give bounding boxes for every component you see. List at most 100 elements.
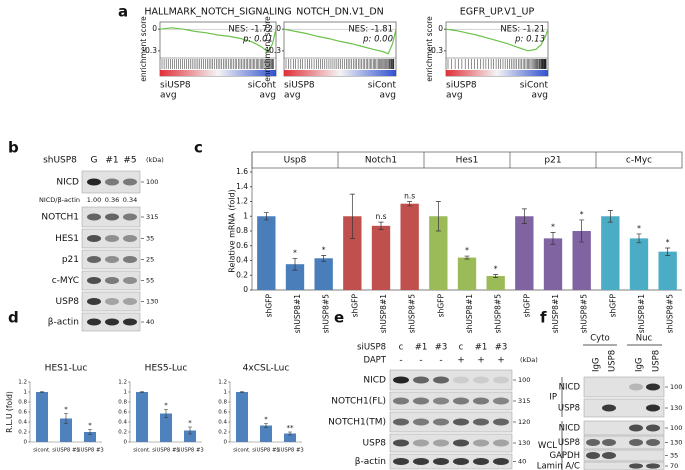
error-bar — [88, 429, 92, 435]
bar — [543, 238, 563, 290]
group-label: siUSP8 — [284, 81, 315, 91]
error-bar — [378, 221, 384, 230]
band — [413, 418, 429, 426]
quant-value: 1.00 — [87, 196, 101, 204]
error-bar — [550, 232, 556, 245]
band — [413, 439, 429, 447]
lane-label: #1 — [415, 343, 428, 353]
y-tick-label: -0.3 — [142, 46, 157, 55]
significance-label: n.s — [404, 192, 415, 201]
x-tick-label: siUSP8 #3 — [176, 448, 204, 454]
y-tick-label: 0.8 — [218, 400, 227, 406]
band — [433, 376, 449, 384]
band — [433, 418, 449, 426]
quant-value: 0.36 — [105, 196, 119, 204]
panel-label: f — [540, 309, 547, 327]
blot — [583, 376, 665, 398]
significance-label: * — [264, 416, 268, 424]
treatment-label: DAPT — [363, 356, 386, 366]
rank-gradient — [160, 70, 276, 76]
protein-label: NICD — [559, 424, 581, 434]
y-axis-label: R.L.U (fold) — [5, 391, 14, 433]
protein-label: c-MYC — [52, 276, 79, 286]
group-header: Hes1 — [456, 156, 479, 166]
marker-label: 35 — [670, 452, 678, 460]
panel-label: d — [8, 309, 19, 327]
quant-value: 0.34 — [123, 196, 137, 204]
plot-title: EGFR_UP.V1_UP — [460, 7, 535, 18]
x-tick-label: shGFP — [264, 294, 273, 318]
blot — [81, 249, 141, 270]
y-tick-label: -0.3 — [428, 46, 443, 55]
lane-label: #1 — [105, 156, 118, 166]
y-tick-label: 1 — [243, 211, 248, 220]
annotation: p: 0.01 — [242, 35, 273, 45]
band — [433, 439, 449, 447]
bar — [60, 418, 72, 442]
bar — [257, 216, 276, 290]
band — [87, 256, 101, 263]
y-tick-label: 0 — [152, 24, 157, 33]
x-tick-label: shUSP8#1 — [465, 294, 474, 333]
significance-label: * — [188, 419, 192, 427]
y-tick-label: 0.6 — [18, 410, 27, 416]
blot — [583, 435, 665, 450]
plot-title: NOTCH_DN.V1_DN — [296, 7, 384, 18]
bar — [84, 432, 96, 442]
y-axis-label: Relative mRNA (fold) — [228, 189, 237, 272]
band — [123, 318, 137, 326]
annotation: p: 0.13 — [514, 35, 545, 45]
band — [87, 235, 101, 242]
significance-label: * — [293, 248, 297, 257]
protein-label: USP8 — [558, 438, 580, 448]
bar — [260, 425, 272, 442]
x-tick-label: shUSP8#5 — [322, 294, 331, 333]
band — [453, 439, 469, 447]
bar — [160, 413, 172, 442]
y-tick-label: 1 — [224, 390, 228, 396]
protein-label: NICD — [363, 376, 386, 386]
group-label: siUSP8 — [160, 81, 191, 91]
y-tick-label: 1.2 — [236, 197, 248, 206]
protein-label: p21 — [62, 255, 79, 265]
band — [493, 458, 509, 465]
significance-label: * — [465, 246, 469, 255]
band — [646, 404, 660, 412]
protein-label: GAPDH — [550, 451, 580, 461]
y-tick-label: 1.2 — [118, 380, 127, 386]
band — [602, 404, 616, 412]
marker-label: 100 — [146, 178, 158, 186]
band — [646, 424, 660, 432]
group-label: avg — [160, 91, 177, 101]
error-bar — [64, 413, 68, 424]
y-tick-label: 0.6 — [218, 410, 227, 416]
x-tick-label: shGFP — [608, 294, 617, 318]
x-tick-label: shUSP8#5 — [580, 294, 589, 333]
band — [473, 439, 489, 447]
lane-label: G — [91, 156, 98, 166]
rank-gradient — [284, 70, 396, 76]
x-tick-label: siUSP8 #1 — [252, 448, 280, 454]
significance-label: * — [64, 406, 68, 414]
x-tick-label: shGFP — [522, 294, 531, 318]
fraction-label: Cyto — [590, 334, 610, 344]
rank-gradient — [446, 70, 548, 76]
band — [393, 376, 409, 384]
band — [629, 383, 643, 391]
marker-label: 70 — [670, 462, 678, 470]
y-tick-label: 1 — [124, 390, 128, 396]
plot-title: HES1-Luc — [45, 364, 88, 374]
x-tick-label: shUSP8#1 — [551, 294, 560, 333]
y-tick-label: -0.3 — [266, 46, 281, 55]
protein-label: β-actin — [355, 457, 386, 467]
bar — [572, 231, 591, 290]
band — [646, 439, 660, 446]
band — [473, 397, 489, 405]
x-tick-label: shUSP8#5 — [408, 294, 417, 333]
band — [87, 277, 101, 284]
annotation: NES: -1.72 — [228, 25, 273, 35]
x-tick-label: shGFP — [350, 294, 359, 318]
band — [602, 439, 616, 446]
y-tick-label: 0 — [24, 440, 28, 446]
